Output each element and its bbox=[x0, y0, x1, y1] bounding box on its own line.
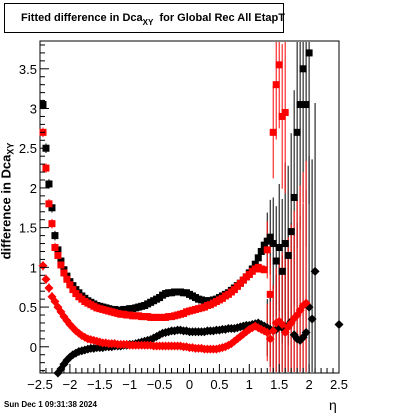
data-point-square bbox=[51, 232, 59, 240]
ylabel-subscript: XY bbox=[5, 142, 16, 155]
x-tick-label: 0.5 bbox=[210, 377, 228, 392]
x-tick-label: −1 bbox=[122, 377, 137, 392]
data-point-square bbox=[60, 269, 68, 277]
plot-frame bbox=[39, 40, 340, 374]
data-point-square bbox=[269, 240, 277, 248]
data-point-square bbox=[263, 237, 271, 245]
data-point-diamond bbox=[310, 266, 320, 276]
y-tick-label: 2 bbox=[30, 181, 37, 196]
x-axis: −2.5 −2 −1.5 −1 −0.5 0 0.5 1 1.5 2 2.5 bbox=[27, 364, 348, 392]
data-point-square bbox=[272, 81, 280, 89]
data-point-diamond bbox=[247, 323, 257, 333]
data-point-square bbox=[51, 244, 59, 252]
data-point-diamond bbox=[41, 274, 51, 284]
data-point-square bbox=[48, 204, 56, 212]
data-point-square bbox=[63, 275, 71, 283]
y-tick-label: 3.5 bbox=[19, 62, 37, 77]
data-point-diamond bbox=[44, 283, 54, 293]
title-subscript: XY bbox=[142, 18, 154, 27]
data-point-square bbox=[305, 49, 313, 57]
data-point-square bbox=[266, 290, 274, 298]
data-point-diamond bbox=[334, 320, 344, 330]
data-point-square bbox=[275, 61, 283, 69]
data-point-square bbox=[260, 266, 268, 274]
data-point-square bbox=[281, 108, 289, 116]
y-tick-label: 0 bbox=[30, 340, 37, 355]
data-point-square bbox=[293, 128, 301, 136]
data-markers bbox=[38, 49, 344, 378]
data-point-square bbox=[69, 286, 77, 294]
x-tick-label: 1.5 bbox=[270, 377, 288, 392]
x-tick-label: −0.5 bbox=[147, 377, 173, 392]
data-point-square bbox=[281, 240, 289, 248]
y-tick-label: 2.5 bbox=[19, 141, 37, 156]
data-point-diamond bbox=[301, 298, 311, 308]
data-point-square bbox=[42, 164, 50, 172]
y-tick-label: 0.5 bbox=[19, 300, 37, 315]
x-tick-label: 2 bbox=[305, 377, 312, 392]
y-tick-label: 1.5 bbox=[19, 221, 37, 236]
x-tick-label: −2 bbox=[62, 377, 77, 392]
data-point-square bbox=[278, 112, 286, 120]
data-point-square bbox=[57, 257, 65, 265]
x-tick-label: −2.5 bbox=[27, 377, 53, 392]
x-tick-label: 0 bbox=[186, 377, 193, 392]
chart-title: Fitted difference in DcaXY for Global Re… bbox=[21, 12, 285, 27]
data-point-square bbox=[48, 220, 56, 228]
data-point-square bbox=[39, 101, 47, 109]
data-point-square bbox=[290, 193, 298, 201]
data-point-square bbox=[284, 251, 292, 259]
title-box: Fitted difference in DcaXY for Global Re… bbox=[4, 3, 285, 33]
data-point-square bbox=[278, 267, 286, 275]
data-point-square bbox=[299, 65, 307, 73]
data-point-square bbox=[272, 257, 280, 265]
data-point-square bbox=[260, 241, 268, 249]
data-point-square bbox=[257, 247, 265, 255]
data-point-square bbox=[269, 128, 277, 136]
data-point-square bbox=[57, 261, 65, 269]
data-point-diamond bbox=[38, 261, 48, 271]
data-point-square bbox=[45, 180, 53, 188]
data-point-diamond bbox=[265, 334, 275, 344]
title-suffix: for Global Rec All EtapT bbox=[159, 12, 285, 24]
timestamp: Sun Dec 1 09:31:38 2024 bbox=[4, 400, 97, 409]
y-tick-label: 1 bbox=[30, 260, 37, 275]
data-point-square bbox=[275, 244, 283, 252]
data-point-square bbox=[302, 101, 310, 109]
data-point-diamond bbox=[307, 314, 317, 324]
data-point-square bbox=[254, 254, 262, 262]
data-point-square bbox=[266, 233, 274, 241]
data-point-square bbox=[296, 101, 304, 109]
data-point-diamond bbox=[268, 326, 278, 336]
y-axis: 0 0.5 1 1.5 2 2.5 3 3.5 bbox=[19, 44, 49, 372]
x-tick-label: 2.5 bbox=[330, 377, 348, 392]
data-point-square bbox=[263, 246, 271, 254]
x-tick-label: 1 bbox=[246, 377, 253, 392]
data-point-square bbox=[66, 281, 74, 289]
y-tick-label: 3 bbox=[30, 102, 37, 117]
data-point-square bbox=[54, 251, 62, 259]
data-point-square bbox=[287, 228, 295, 236]
data-point-square bbox=[45, 200, 53, 208]
data-point-diamond bbox=[301, 327, 311, 337]
x-axis-label: η bbox=[329, 397, 337, 413]
x-tick-label: −1.5 bbox=[87, 377, 113, 392]
